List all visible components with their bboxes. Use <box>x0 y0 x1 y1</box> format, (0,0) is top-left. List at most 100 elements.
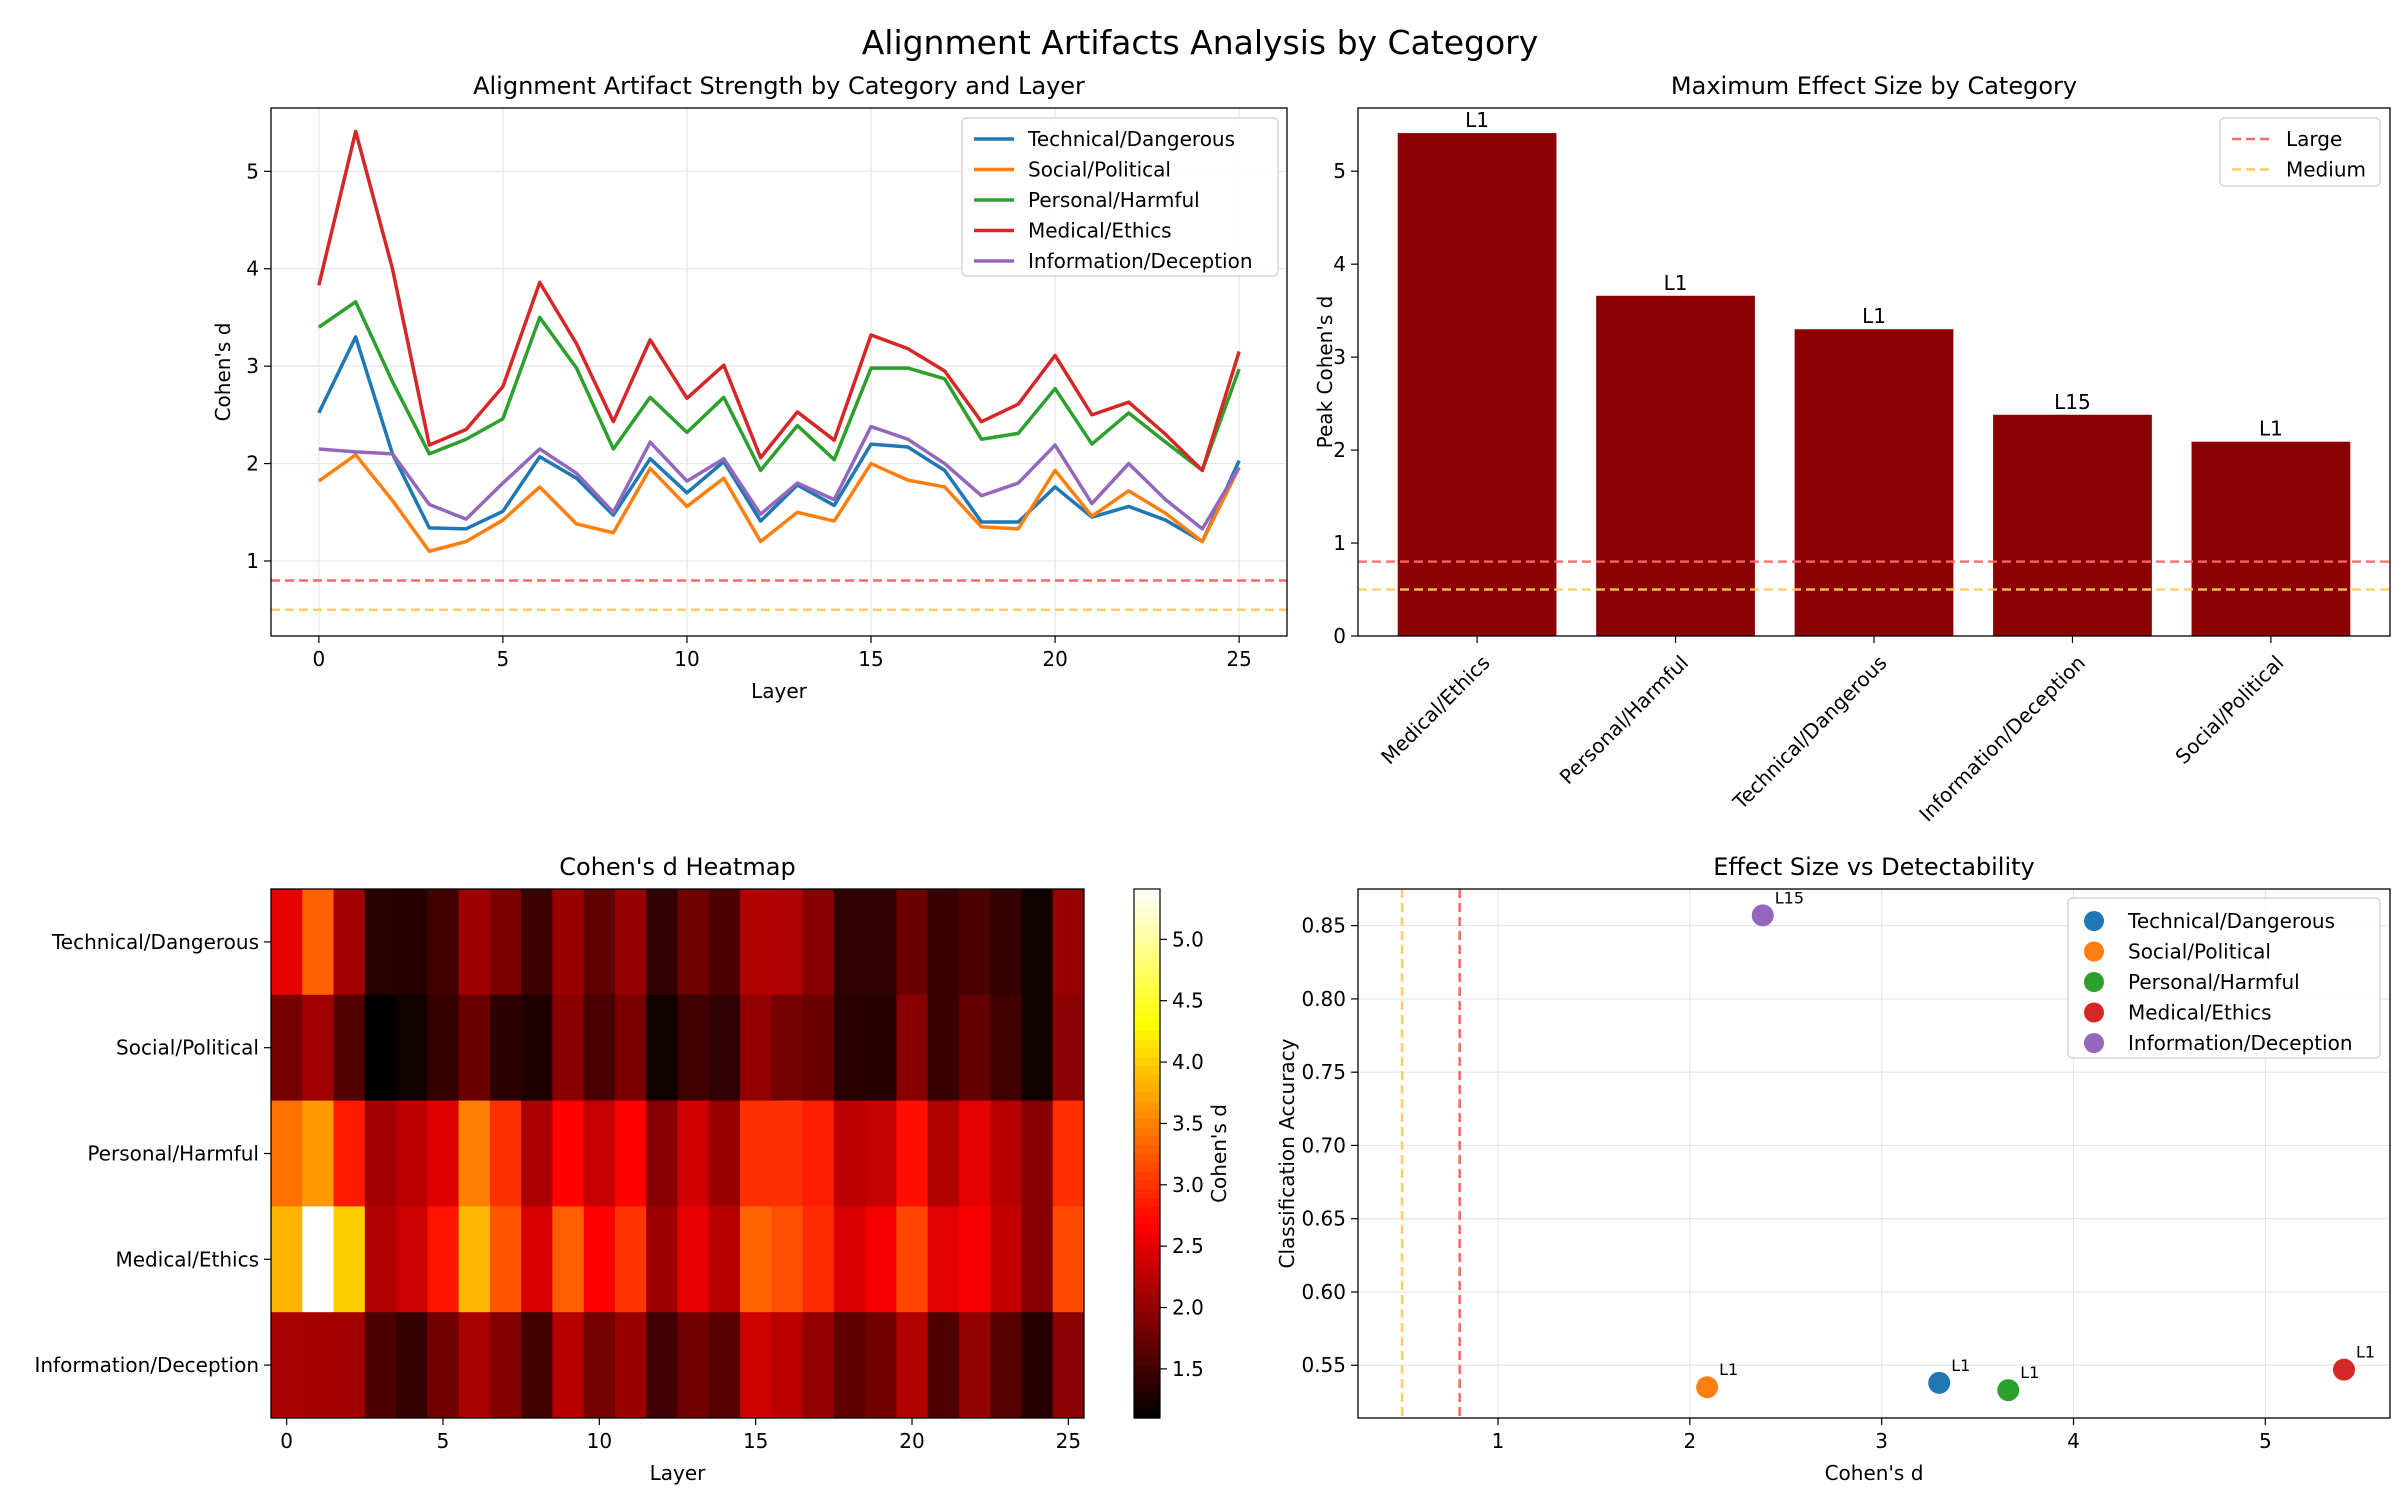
colorbar-segment <box>1134 1135 1160 1146</box>
y-tick-label: 0.60 <box>1301 1280 1346 1304</box>
legend-box <box>2067 897 2381 1059</box>
y-tick-label: Medical/Ethics <box>116 1247 260 1271</box>
heatmap-cell <box>333 889 366 996</box>
series-line-2 <box>317 300 1241 473</box>
x-tick-label: 15 <box>743 1429 768 1453</box>
legend-marker <box>2084 972 2104 992</box>
heatmap-cell <box>1052 1312 1085 1419</box>
heatmap-cell <box>1052 1206 1085 1313</box>
heatmap-cell <box>708 1100 741 1207</box>
series-line-0 <box>317 335 1241 544</box>
x-tick-label: 5 <box>437 1429 450 1453</box>
colorbar-segment <box>1134 1118 1160 1128</box>
x-tick-label: 0 <box>280 1429 293 1453</box>
heatmap-cell <box>396 1312 428 1419</box>
bar-chart-panel: 0 1 2 3 4 5 L1 Medical/Ethics L1 Personal/Harmful… <box>1313 72 2391 827</box>
colorbar-segment <box>1134 1153 1160 1163</box>
bar-4 <box>2191 441 2351 636</box>
colorbar-segment <box>1134 897 1160 908</box>
heatmap-cell <box>927 889 960 996</box>
heatmap-cell <box>958 889 991 996</box>
colorbar-segment <box>1134 1294 1160 1304</box>
x-tick-label: 10 <box>587 1429 612 1453</box>
x-tick-label: 5 <box>2259 1429 2272 1453</box>
colorbar-segment <box>1134 924 1160 934</box>
heatmap-cell <box>896 994 929 1102</box>
x-tick-label: 1 <box>1492 1429 1505 1453</box>
colorbar-segment <box>1134 1338 1160 1349</box>
heatmap-cell <box>583 1206 616 1313</box>
colorbar-tick-label: 1.5 <box>1172 1357 1204 1381</box>
colorbar-segment <box>1134 1171 1160 1181</box>
colorbar-segment <box>1134 1047 1160 1058</box>
y-tick-label: 0 <box>1333 624 1346 648</box>
bar-0 <box>1397 133 1557 637</box>
heatmap-cell <box>958 1206 991 1313</box>
heatmap-cell <box>927 1312 960 1419</box>
colorbar-segment <box>1134 933 1160 943</box>
heatmap-cell <box>677 889 710 996</box>
colorbar-segment <box>1134 1021 1160 1031</box>
y-tick-label: 4 <box>246 257 259 281</box>
bar-data-label: L15 <box>2054 390 2091 414</box>
legend-label: Large <box>2286 127 2342 151</box>
y-tick-label: Information/Deception <box>34 1353 259 1377</box>
colorbar-segment <box>1134 1109 1160 1119</box>
heatmap-cell <box>802 994 835 1102</box>
heatmap-cell <box>302 1100 335 1207</box>
colorbar-segment <box>1134 994 1160 1005</box>
legend-marker <box>2084 1002 2104 1023</box>
heatmap-cell <box>958 1100 991 1207</box>
heatmap-cell <box>771 994 804 1102</box>
point-label: L1 <box>2356 1343 2375 1362</box>
y-tick-label: 0.75 <box>1301 1060 1346 1084</box>
figure-title: Alignment Artifacts Analysis by Category <box>862 23 1539 62</box>
x-tick-label: Information/Deception <box>1914 651 2090 827</box>
scatter-point-2 <box>1997 1379 2020 1402</box>
colorbar-segment <box>1134 889 1160 899</box>
x-tick-label: 20 <box>1042 647 1067 671</box>
heatmap-cell <box>646 1206 678 1313</box>
heatmap-cell <box>364 1312 397 1419</box>
colorbar-segment <box>1134 1268 1160 1278</box>
legend-label: Technical/Dangerous <box>2127 909 2335 933</box>
panel-title: Maximum Effect Size by Category <box>1671 72 2077 100</box>
heatmap-cell <box>427 1100 460 1207</box>
legend-label: Information/Deception <box>1028 249 1253 273</box>
colorbar-tick-label: 3.5 <box>1172 1111 1204 1135</box>
colorbar-segment <box>1134 1215 1160 1225</box>
heatmap-cell <box>1021 994 1054 1102</box>
heatmap-cell <box>677 1100 710 1207</box>
heatmap-cell <box>677 1206 710 1313</box>
y-axis-label: Classification Accuracy <box>1275 1038 1299 1268</box>
heatmap-cell <box>458 1206 491 1313</box>
y-tick-label: Social/Political <box>116 1036 259 1060</box>
heatmap-cell <box>1021 1206 1054 1313</box>
colorbar-segment <box>1134 1409 1160 1419</box>
heatmap-cell <box>896 889 929 996</box>
heatmap-cell <box>865 1206 897 1313</box>
colorbar-segment <box>1134 1056 1160 1066</box>
heatmap-cell <box>271 889 303 996</box>
colorbar-tick-label: 2.5 <box>1172 1234 1204 1258</box>
heatmap-cell <box>802 1206 835 1313</box>
heatmap-cell <box>427 1312 460 1419</box>
heatmap-cell <box>990 889 1022 996</box>
heatmap-cell <box>646 994 678 1102</box>
heatmap-cell <box>396 1100 428 1207</box>
heatmap-cell <box>364 994 397 1102</box>
heatmap-cell <box>489 994 522 1102</box>
heatmap-cell <box>896 1100 929 1207</box>
heatmap-cell <box>521 1100 553 1207</box>
heatmap-cell <box>614 889 647 996</box>
heatmap-cell <box>802 889 835 996</box>
colorbar-segment <box>1134 1382 1160 1393</box>
heatmap-cell <box>771 889 804 996</box>
panel-title: Cohen's d Heatmap <box>559 853 795 881</box>
x-tick-label: 10 <box>674 647 699 671</box>
y-tick-label: 0.85 <box>1301 914 1346 938</box>
series-line-3 <box>317 129 1241 473</box>
heatmap-cell <box>333 1206 366 1313</box>
y-tick-label: Personal/Harmful <box>87 1142 259 1166</box>
